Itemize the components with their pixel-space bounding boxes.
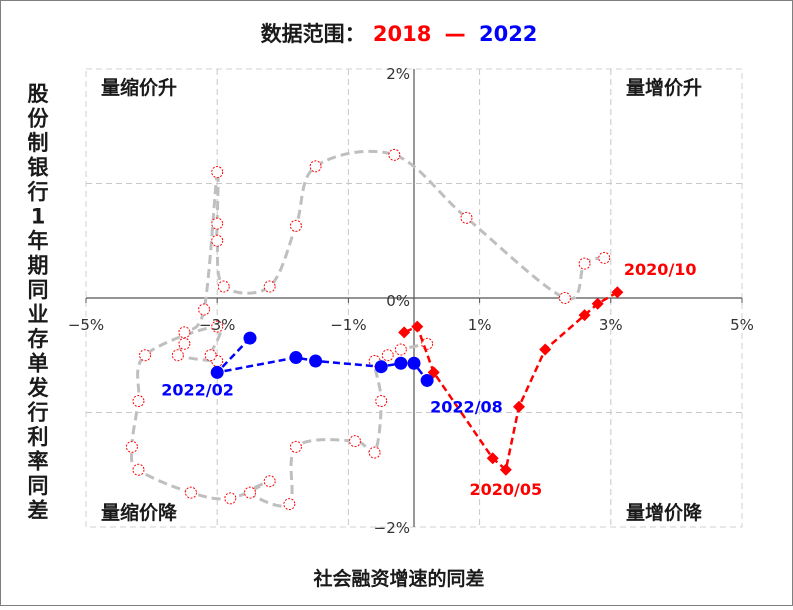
x-tick-label: 1%	[468, 316, 492, 334]
data-point	[178, 337, 191, 350]
data-point	[211, 166, 224, 179]
data-point	[289, 351, 303, 365]
data-point	[394, 356, 408, 370]
data-point	[171, 349, 184, 362]
data-point	[558, 292, 571, 304]
annotation-2022-08: 2022/08	[430, 398, 503, 417]
data-point	[211, 320, 224, 333]
data-point	[309, 354, 323, 368]
data-point	[210, 365, 224, 379]
data-point	[211, 234, 224, 247]
data-point	[539, 343, 552, 356]
quadrant-label-top-left: 量缩价升	[101, 76, 177, 99]
data-point	[178, 326, 191, 339]
data-point	[184, 486, 197, 499]
data-point	[283, 498, 296, 511]
axes	[85, 69, 743, 527]
data-point	[198, 303, 211, 316]
data-point	[132, 463, 145, 476]
data-point	[512, 400, 525, 413]
quadrant-label-bottom-right: 量增价降	[626, 501, 703, 524]
data-point	[289, 440, 302, 453]
data-point	[139, 349, 152, 362]
quadrant-label-bottom-left: 量缩价降	[101, 501, 178, 524]
data-point	[578, 257, 591, 270]
data-point	[375, 395, 388, 408]
data-point	[224, 492, 237, 505]
data-point	[211, 217, 224, 230]
data-point	[486, 452, 499, 465]
series-line-2020	[403, 291, 618, 473]
data-point	[394, 343, 407, 356]
x-tick-label: 3%	[599, 316, 623, 334]
text-layer: 数据范围： 2018 — 2022 量缩价升 量增价升 量缩价降 量增价降 社会…	[27, 22, 754, 590]
y-tick-label: −2%	[374, 519, 410, 537]
data-point	[578, 309, 591, 322]
annotation-2022-02: 2022/02	[161, 380, 234, 399]
x-tick-label: −5%	[68, 316, 104, 334]
annotation-2020-10: 2020/10	[624, 260, 697, 279]
x-axis-label: 社会融资增速的同差	[312, 567, 484, 590]
annotation-2020-05: 2020/05	[470, 480, 543, 499]
y-tick-label: 0%	[386, 292, 410, 310]
quadrant-label-top-right: 量增价升	[626, 76, 702, 99]
data-point	[381, 349, 394, 362]
x-tick-label: −3%	[199, 316, 235, 334]
y-axis-label: 股份制银行 1 年期同业存单发行利率同差	[27, 82, 50, 523]
series-layer	[125, 148, 624, 511]
series-s2022	[210, 331, 434, 387]
data-point	[309, 160, 322, 173]
data-point	[398, 326, 411, 339]
chart-title: 数据范围： 2018 — 2022	[261, 22, 538, 46]
data-point	[420, 373, 434, 387]
data-point	[591, 297, 604, 310]
data-point	[374, 360, 388, 374]
data-point	[244, 486, 256, 499]
data-point	[499, 463, 512, 476]
data-point	[217, 280, 230, 293]
data-point	[263, 280, 276, 293]
title-separator: —	[445, 22, 466, 46]
data-point	[243, 331, 257, 345]
data-point	[289, 219, 302, 232]
data-point	[204, 349, 217, 362]
data-point	[407, 356, 421, 370]
x-tick-label: −1%	[330, 316, 366, 334]
series-s2018	[125, 148, 611, 511]
data-point	[125, 440, 138, 453]
title-prefix: 数据范围：	[261, 22, 366, 46]
data-point	[388, 148, 401, 161]
data-point	[611, 286, 624, 299]
title-end-year: 2022	[479, 22, 537, 46]
data-point	[263, 475, 276, 488]
data-point	[411, 320, 424, 333]
y-tick-label: 2%	[386, 65, 410, 83]
x-tick-label: 5%	[730, 316, 754, 334]
title-start-year: 2018	[373, 22, 431, 46]
data-point	[368, 446, 381, 459]
data-point	[460, 211, 473, 224]
data-point	[132, 395, 145, 408]
data-point	[348, 435, 361, 448]
data-point	[598, 251, 611, 264]
